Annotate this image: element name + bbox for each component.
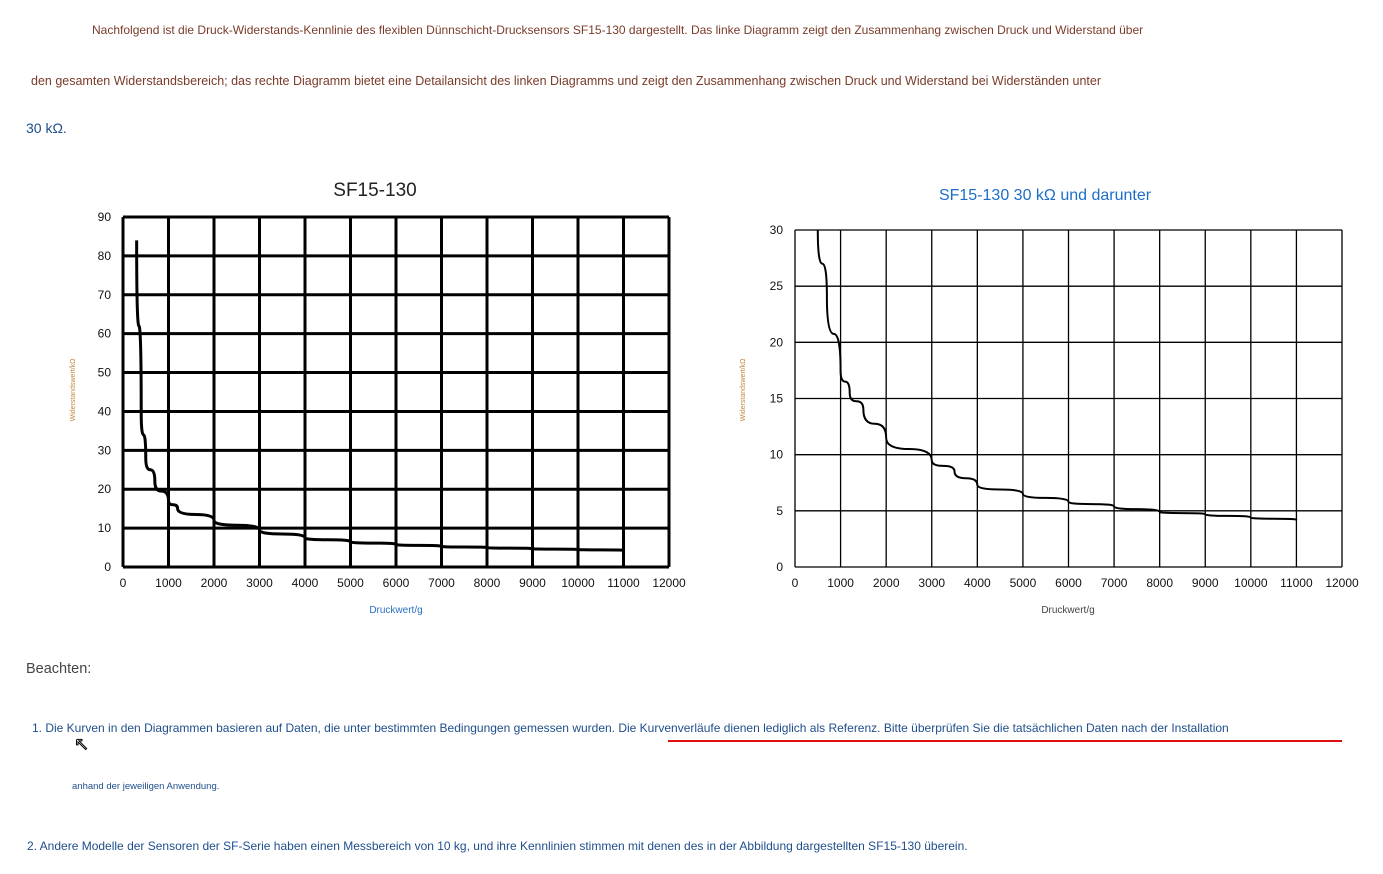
x-tick-label: 10000 (1234, 576, 1268, 590)
x-tick-label: 6000 (383, 576, 410, 590)
y-tick-label: 20 (98, 482, 112, 496)
y-tick-label: 60 (98, 327, 112, 341)
y-tick-label: 80 (98, 249, 112, 263)
x-tick-label: 12000 (1325, 576, 1359, 590)
x-tick-label: 1000 (155, 576, 182, 590)
y-axis-label: Widerstandswert/kΩ (70, 359, 77, 422)
note-2: 2. Andere Modelle der Sensoren der SF-Se… (27, 839, 968, 853)
y-tick-label: 40 (98, 404, 112, 418)
red-underline (668, 740, 1342, 742)
x-tick-label: 10000 (561, 576, 595, 590)
chart-title: SF15-130 (333, 180, 416, 201)
x-tick-label: 4000 (292, 576, 319, 590)
y-tick-label: 10 (98, 521, 112, 535)
y-tick-label: 30 (770, 223, 784, 237)
y-tick-label: 15 (770, 392, 784, 406)
x-tick-label: 12000 (652, 576, 686, 590)
x-tick-label: 5000 (337, 576, 364, 590)
y-tick-label: 70 (98, 288, 112, 302)
x-tick-label: 5000 (1010, 576, 1037, 590)
x-tick-label: 11000 (1280, 576, 1313, 590)
y-tick-label: 5 (776, 504, 783, 518)
x-tick-label: 1000 (827, 576, 854, 590)
x-axis-label: Druckwert/g (1041, 605, 1094, 616)
y-tick-label: 20 (770, 335, 784, 349)
note-1: 1. Die Kurven in den Diagrammen basieren… (32, 721, 1229, 735)
note-1-continued: anhand der jeweiligen Anwendung. (72, 781, 220, 792)
x-tick-label: 2000 (873, 576, 900, 590)
y-tick-label: 0 (104, 560, 111, 574)
y-tick-label: 10 (770, 448, 784, 462)
intro-line-2: den gesamten Widerstandsbereich; das rec… (31, 74, 1101, 88)
y-tick-label: 90 (98, 210, 112, 224)
y-tick-label: 30 (98, 443, 112, 457)
x-tick-label: 2000 (201, 576, 228, 590)
x-tick-label: 3000 (246, 576, 273, 590)
x-tick-label: 6000 (1055, 576, 1082, 590)
mouse-cursor-icon: ↖ (73, 734, 90, 755)
y-axis-label: Widerstandswert/kΩ (740, 359, 747, 422)
x-tick-label: 9000 (519, 576, 546, 590)
charts: 0 1000 2000 3000 4000 5000 6000 7000 8000 9000 100… (70, 180, 1359, 616)
x-tick-label: 8000 (1146, 576, 1173, 590)
x-tick-label: 4000 (964, 576, 991, 590)
x-axis-label: Druckwert/g (369, 605, 422, 616)
x-tick-label: 9000 (1192, 576, 1219, 590)
x-tick-label: 3000 (918, 576, 945, 590)
y-tick-label: 0 (776, 560, 783, 574)
data-curve (816, 229, 1298, 521)
x-tick-label: 0 (792, 576, 799, 590)
y-tick-label: 25 (770, 279, 784, 293)
x-tick-label: 11000 (607, 576, 640, 590)
x-tick-label: 0 (120, 576, 127, 590)
intro-line-3: 30 kΩ. (26, 120, 67, 136)
chart-title: SF15-130 30 kΩ und darunter (939, 187, 1152, 204)
x-tick-label: 7000 (1101, 576, 1128, 590)
data-curve (135, 240, 625, 552)
intro-line-1: Nachfolgend ist die Druck-Widerstands-Ke… (92, 23, 1144, 37)
x-tick-label: 8000 (474, 576, 501, 590)
notes-heading: Beachten: (26, 661, 92, 677)
y-tick-label: 50 (98, 366, 112, 380)
x-tick-label: 7000 (428, 576, 455, 590)
